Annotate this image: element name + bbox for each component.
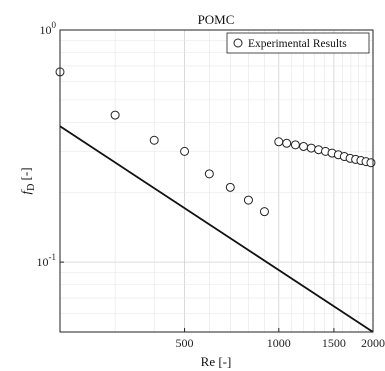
data-point [290,140,300,150]
x-tick-label: 500 [176,336,194,350]
data-point [306,143,316,153]
data-point [149,135,159,145]
data-point [110,110,120,120]
x-tick-label: 1500 [322,336,346,350]
y-axis-label-main: f [18,189,33,195]
x-ticks: 500 1000 1500 2000 [176,328,385,350]
grid-minor [60,30,373,332]
reference-line [59,125,374,333]
legend: Experimental Results [226,32,370,54]
data-point [274,137,284,147]
y-axis-label-unit: [-] [18,167,33,183]
y-axis-label: fD [-] [18,167,37,194]
y-axis-label-sub: D [26,184,37,191]
plot-frame [59,29,374,333]
data-point [180,146,190,156]
data-point [204,169,214,179]
data-point [243,195,253,205]
y-ticks: 10-1 100 [37,20,64,269]
x-tick-label: 1000 [267,336,291,350]
y-tick-label: 10-1 [37,252,57,269]
data-point [282,138,292,148]
y-tick-label: 100 [40,20,57,37]
data-point [299,141,309,151]
plot-background [60,30,373,332]
x-tick-label: 2000 [361,336,385,350]
series-layer [55,67,376,333]
data-point [259,207,269,217]
chart-title: POMC [198,12,235,27]
legend-marker [233,38,243,48]
data-point [366,158,376,168]
x-axis-label: Re [-] [201,354,232,369]
legend-box [226,32,370,54]
data-point [225,182,235,192]
legend-label: Experimental Results [248,38,347,50]
